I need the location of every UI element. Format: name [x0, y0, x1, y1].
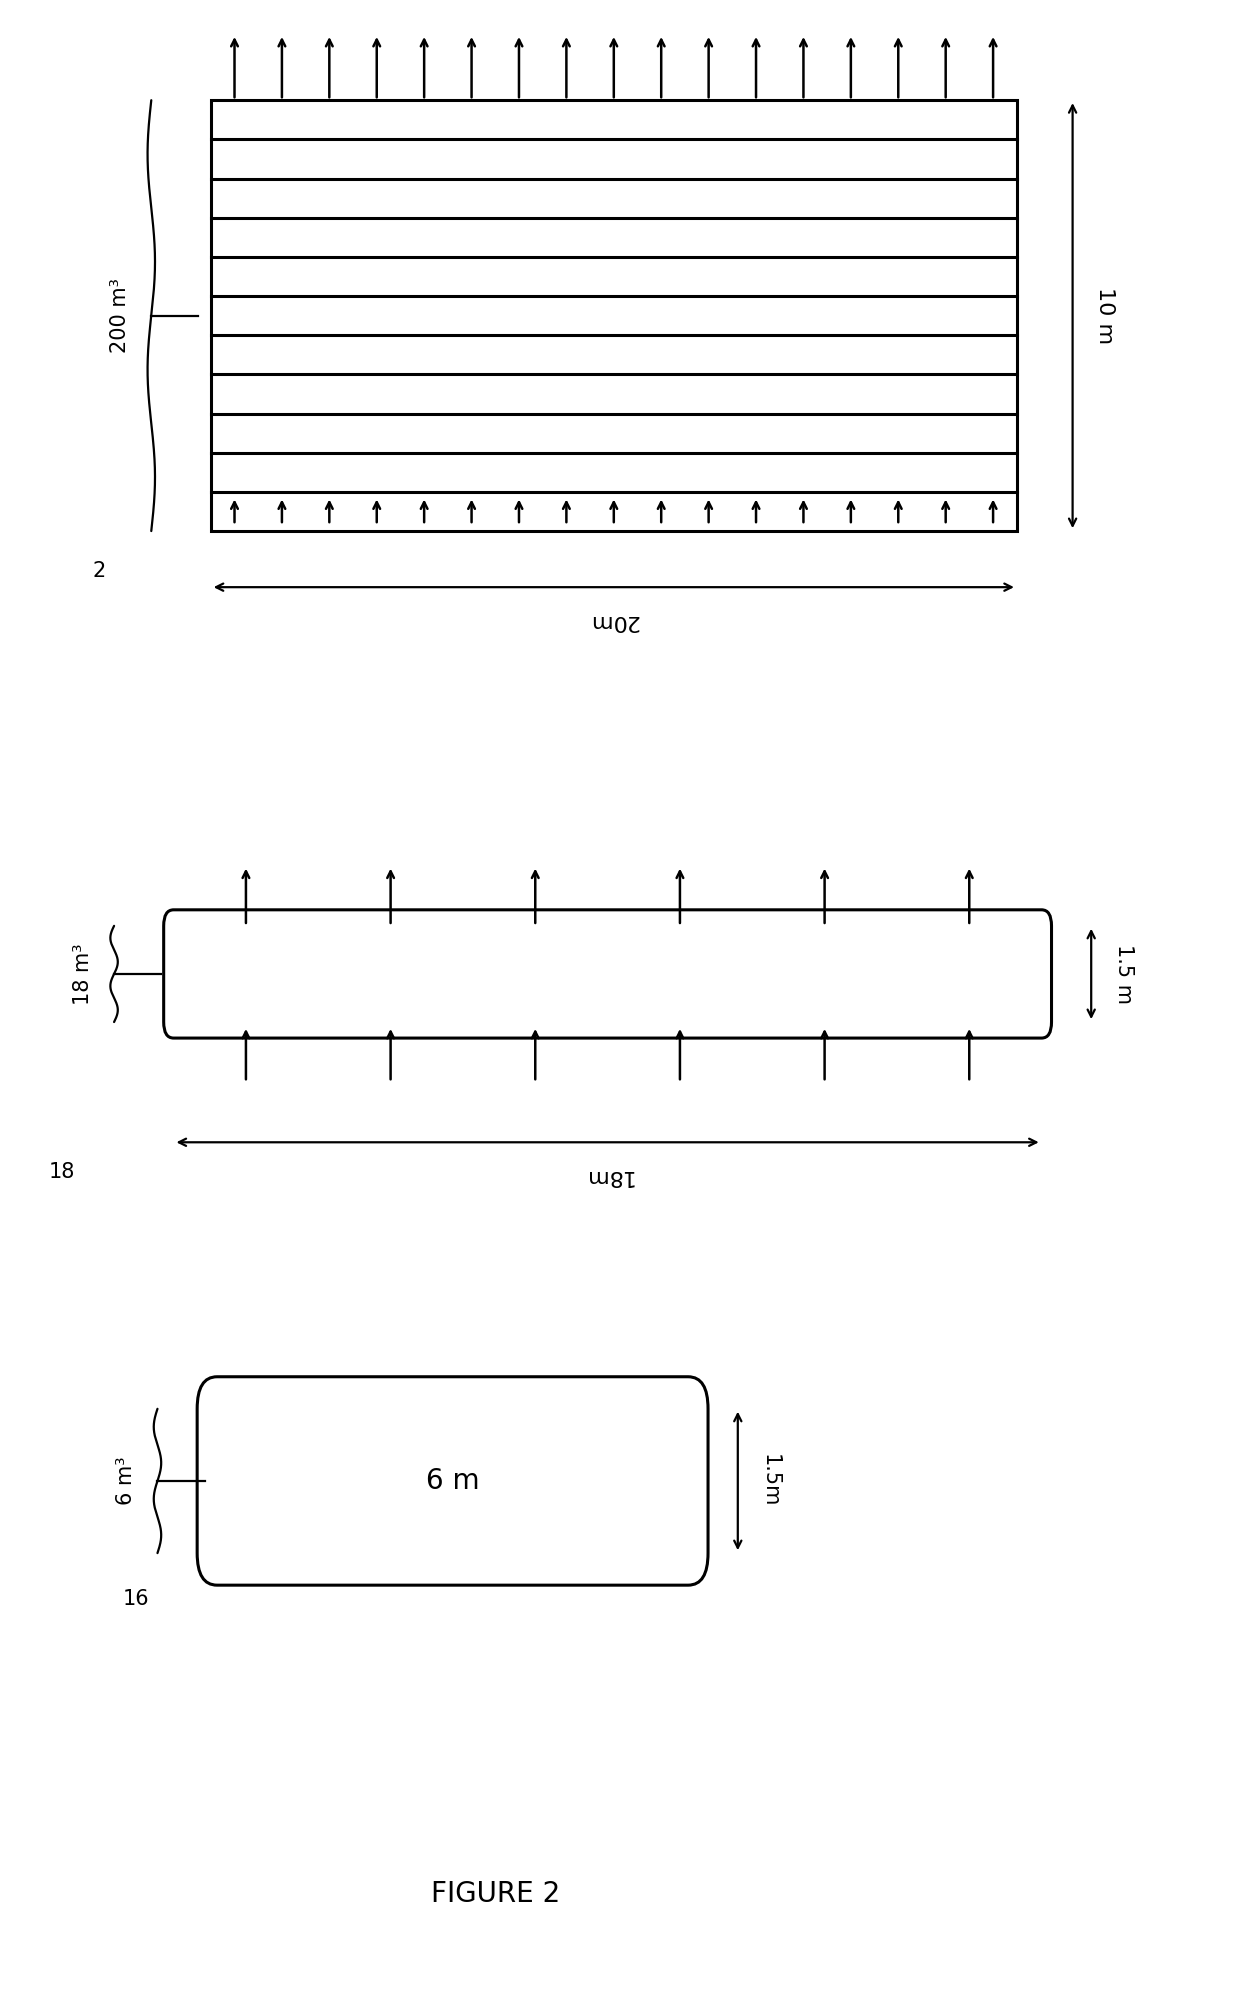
- FancyBboxPatch shape: [164, 910, 1052, 1038]
- Text: 10 m: 10 m: [1095, 287, 1115, 345]
- Text: 2: 2: [93, 561, 105, 581]
- Text: 20m: 20m: [589, 611, 639, 631]
- Text: 1.5m: 1.5m: [760, 1455, 780, 1507]
- Text: 6 m: 6 m: [425, 1467, 480, 1495]
- Text: 16: 16: [123, 1589, 150, 1609]
- Text: FIGURE 2: FIGURE 2: [432, 1880, 560, 1908]
- Text: 200 m³: 200 m³: [110, 279, 130, 353]
- Text: 18 m³: 18 m³: [73, 944, 93, 1004]
- Text: 6 m³: 6 m³: [117, 1457, 136, 1505]
- Text: 1.5 m: 1.5 m: [1114, 944, 1133, 1004]
- FancyBboxPatch shape: [197, 1377, 708, 1585]
- Bar: [211, 100, 1017, 531]
- Text: 18m: 18m: [583, 1166, 632, 1186]
- Text: 18: 18: [48, 1162, 76, 1182]
